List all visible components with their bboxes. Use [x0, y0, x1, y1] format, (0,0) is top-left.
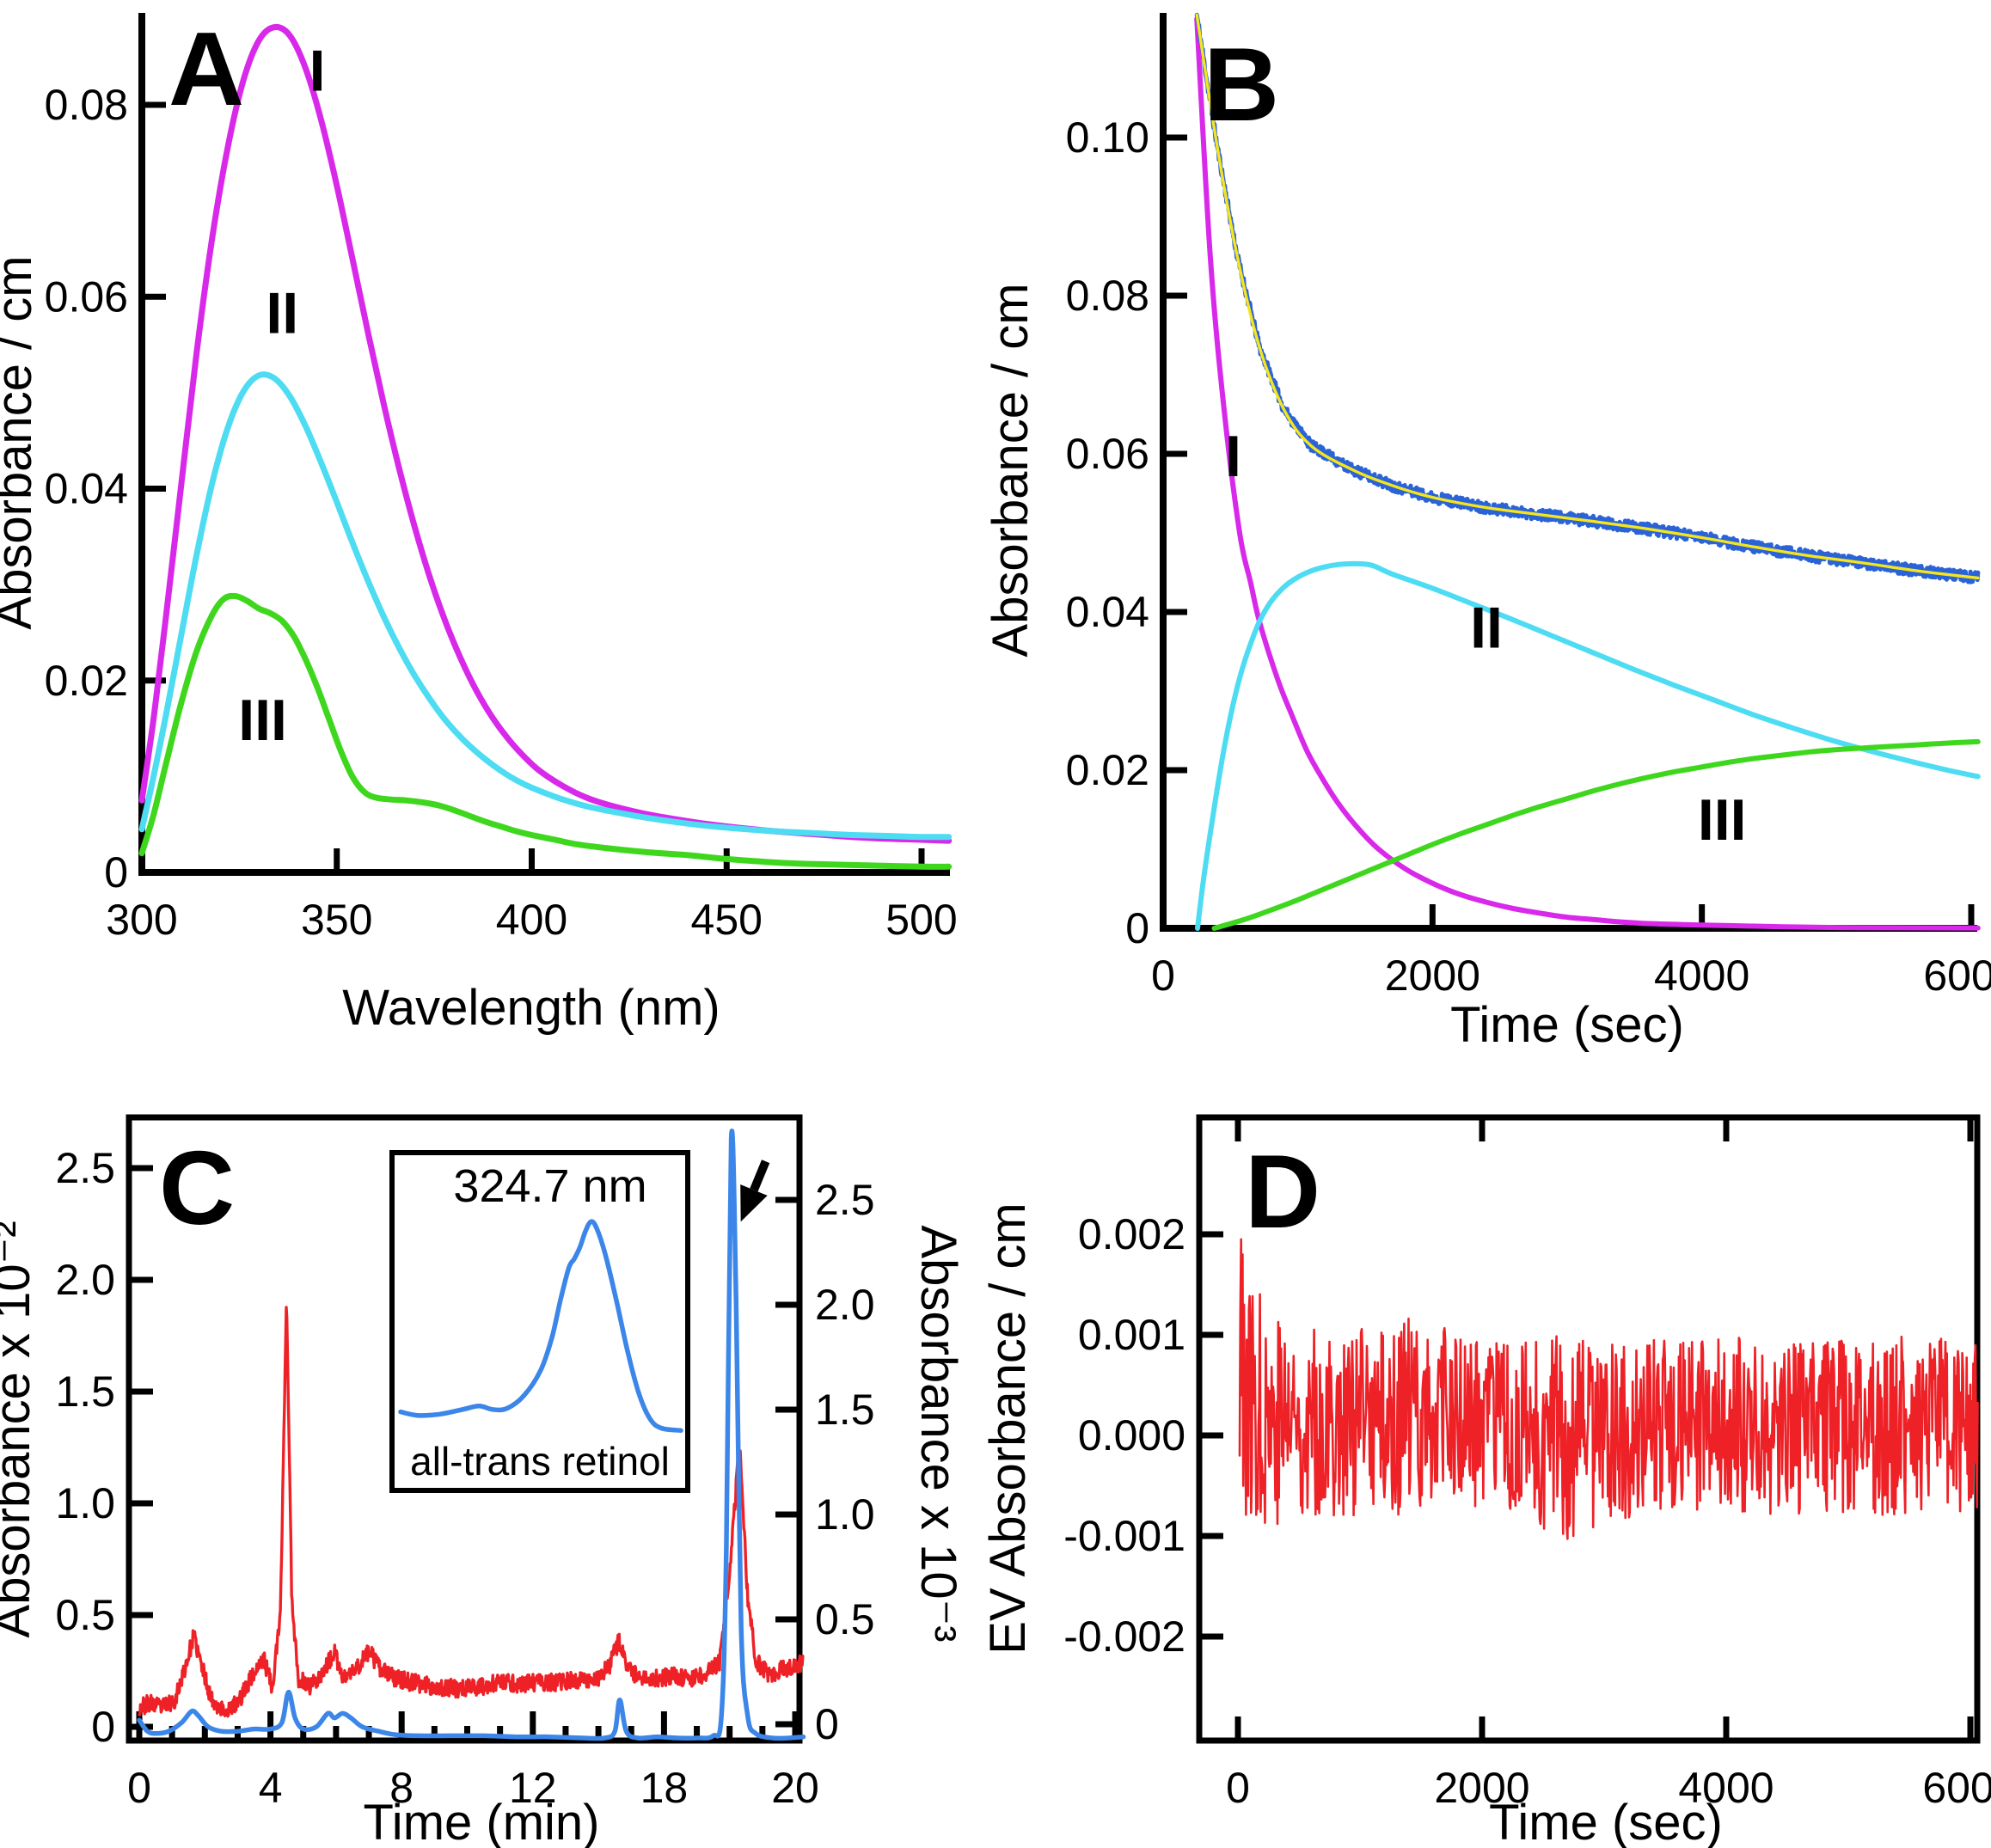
- tick-label: 0.5: [55, 1591, 115, 1639]
- series-ev-trace: [137, 1129, 806, 1741]
- series-I: [1194, 16, 1981, 931]
- tick-label: 0.04: [1066, 588, 1149, 636]
- tick-label: 2.5: [55, 1144, 115, 1192]
- curve-label-I: I: [309, 38, 326, 103]
- tick-label: 400: [496, 896, 567, 944]
- tick-label: 0.06: [45, 272, 128, 321]
- tick-label: 0.08: [1066, 272, 1149, 320]
- panel-b-xlabel: Time (sec): [1450, 997, 1684, 1053]
- panel-a-xlabel: Wavelength (nm): [342, 980, 720, 1036]
- tick-label: 0.08: [45, 81, 128, 129]
- tick-label: 0: [1226, 1764, 1250, 1812]
- panel-c: 0 4 8 12 18 20 0 0.5 1.0 1.5 2.0 2.5 0 0.5 1.0 1.5 2.0 2.…: [0, 1114, 966, 1848]
- tick-label: 0: [127, 1764, 151, 1812]
- series-II: [138, 371, 953, 841]
- tick-label: 1.5: [55, 1368, 115, 1416]
- tick-label: 4000: [1654, 952, 1749, 1000]
- panel-c-xlabel: Time (min): [364, 1795, 600, 1848]
- panel-c-letter: C: [159, 1129, 235, 1246]
- inset-box: [389, 1150, 690, 1493]
- tick-label: 300: [106, 896, 177, 944]
- panel-c-inset-label: all-trans retinol: [410, 1439, 670, 1484]
- panel-c-right-ylabel: Absorbance x 10⁻³: [910, 1225, 966, 1642]
- tick-label: -0.002: [1063, 1612, 1185, 1661]
- curve-label-II: II: [1470, 595, 1503, 660]
- tick-label: 0: [104, 848, 128, 896]
- tick-label: 0.000: [1078, 1411, 1185, 1459]
- peak-arrow-head: [740, 1184, 768, 1222]
- tick-label: 1.5: [815, 1386, 875, 1434]
- tick-label: 0.02: [1066, 746, 1149, 794]
- tick-label: 0.10: [1066, 113, 1149, 162]
- inset-spectrum-curve: [398, 1219, 683, 1433]
- panel-a-letter: A: [168, 10, 244, 127]
- tick-label: 500: [885, 896, 957, 944]
- tick-label: 1.0: [55, 1479, 115, 1527]
- tick-label: 0: [1125, 904, 1149, 952]
- panel-b-ylabel: Absorbance / cm: [983, 283, 1038, 657]
- tick-label: 2000: [1434, 1764, 1529, 1812]
- series-III: [138, 592, 953, 870]
- curve-label-III: III: [238, 688, 287, 753]
- series-data: [1194, 12, 1981, 584]
- panel-c-inset-title: 324.7 nm: [453, 1160, 646, 1212]
- curve-label-III: III: [1698, 787, 1747, 853]
- tick-label: 0.02: [45, 657, 128, 705]
- panel-a-ylabel: Absorbance / cm: [0, 255, 42, 629]
- tick-label: 0: [1151, 952, 1175, 1000]
- tick-label: 4000: [1678, 1764, 1774, 1812]
- series-ev-residual: [1238, 1238, 1979, 1540]
- tick-label: 0.06: [1066, 430, 1149, 478]
- tick-label: 0: [815, 1700, 839, 1748]
- tick-label: 20: [771, 1764, 819, 1812]
- tick-label: 2.0: [55, 1256, 115, 1304]
- series-fit: [1195, 13, 1980, 580]
- tick-label: 0.001: [1078, 1311, 1185, 1359]
- tick-label: 0: [91, 1703, 115, 1751]
- tick-label: 18: [640, 1764, 689, 1812]
- series-III: [1211, 738, 1981, 931]
- panel-b: 020004000600000.020.040.060.080.10IIIIII…: [983, 12, 1991, 1053]
- panel-d-letter: D: [1245, 1133, 1320, 1250]
- series-uv-trace: [138, 1306, 805, 1718]
- peak-arrow-shaft: [750, 1160, 770, 1192]
- tick-label: 0.5: [815, 1595, 875, 1643]
- tick-label: 0.002: [1078, 1210, 1185, 1258]
- tick-label: 350: [301, 896, 372, 944]
- tick-label: 8: [389, 1764, 414, 1812]
- tick-label: -0.001: [1063, 1512, 1185, 1560]
- tick-label: 2000: [1385, 952, 1480, 1000]
- series-II: [1195, 560, 1981, 931]
- curve-label-I: I: [1225, 424, 1241, 489]
- panel-c-plot: 0 4 8 12 18 20 0 0.5 1.0 1.5 2.0 2.5 0 0.5 1.0 1.5 2.0 2.…: [55, 1114, 875, 1812]
- tick-label: 12: [509, 1764, 557, 1812]
- panel-b-letter: B: [1204, 26, 1279, 143]
- tick-label: 4: [259, 1764, 283, 1812]
- panel-d-ylabel: EV Absorbance / cm: [980, 1202, 1036, 1654]
- tick-label: 2.0: [815, 1281, 875, 1329]
- tick-label: 2.5: [815, 1176, 875, 1224]
- panel-c-inset: [389, 1150, 690, 1493]
- tick-label: 0.04: [45, 465, 128, 513]
- panel-d-xlabel: Time (sec): [1489, 1795, 1723, 1848]
- curve-label-II: II: [266, 281, 298, 346]
- panel-c-left-ylabel: Absorbance x 10⁻²: [0, 1221, 40, 1637]
- tick-label: 450: [691, 896, 763, 944]
- tick-label: 1.0: [815, 1490, 875, 1539]
